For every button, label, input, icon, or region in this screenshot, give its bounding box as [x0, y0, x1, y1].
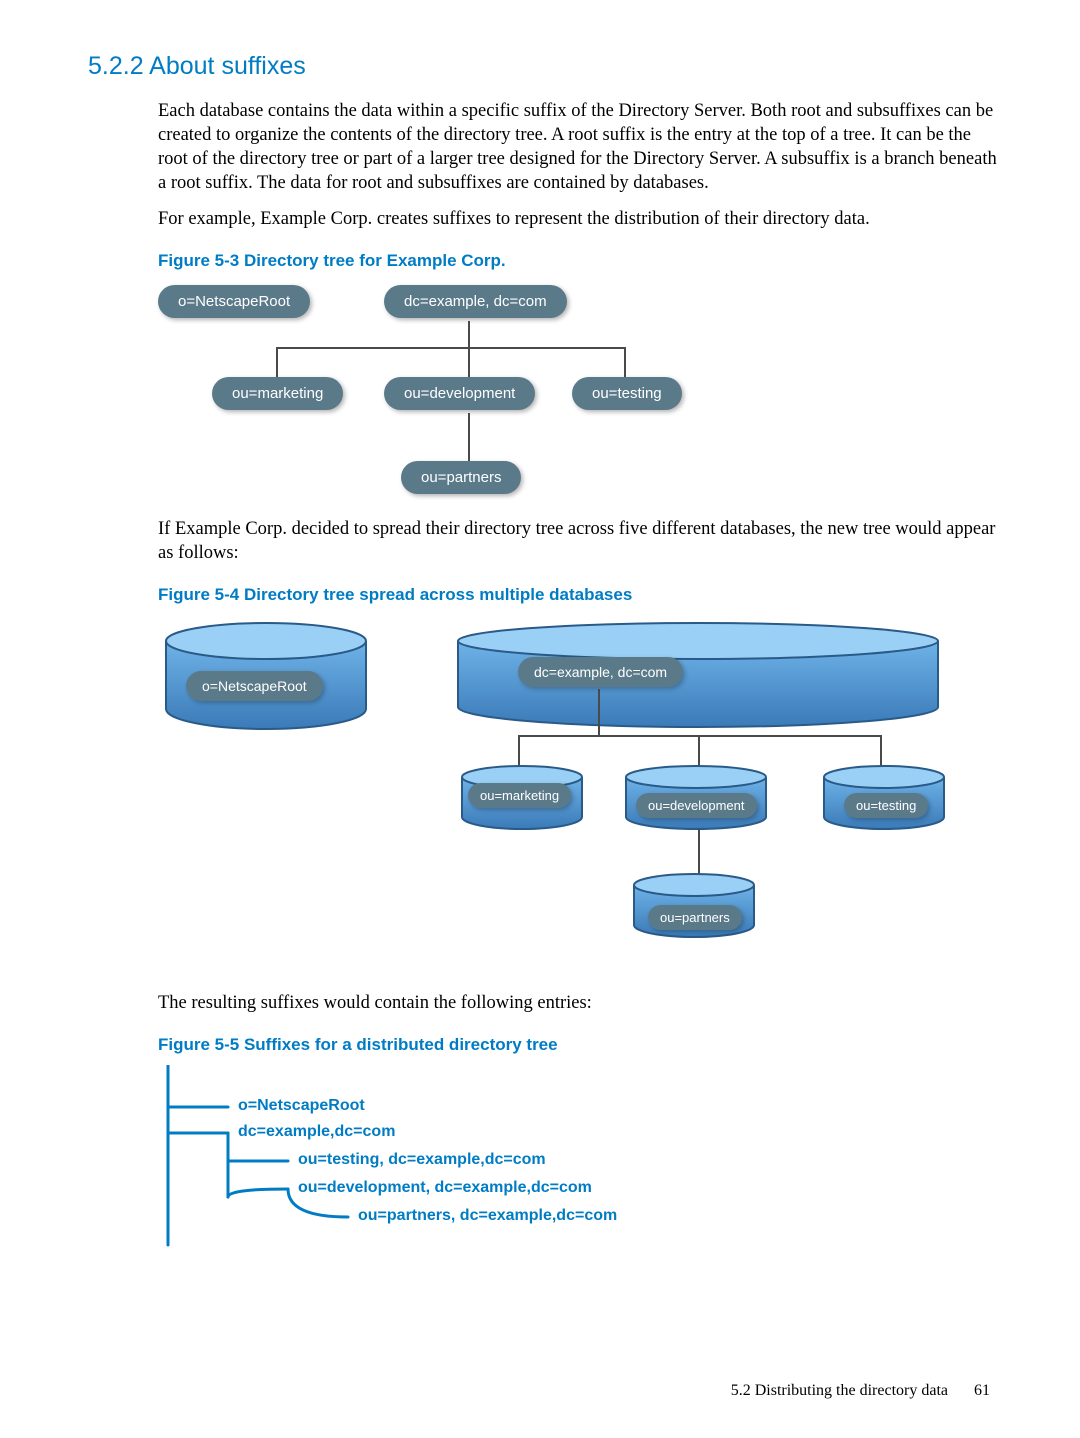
db-label-testing: ou=testing — [844, 793, 928, 818]
tree-item-3: ou=testing, dc=example,dc=com — [298, 1151, 546, 1169]
figure-5-3-caption: Figure 5-3 Directory tree for Example Co… — [158, 251, 1000, 271]
db-label-marketing: ou=marketing — [468, 783, 571, 808]
body-paragraph-4: The resulting suffixes would contain the… — [158, 991, 1000, 1015]
tree-item-4: ou=development, dc=example,dc=com — [298, 1179, 592, 1197]
tree-item-2: dc=example,dc=com — [238, 1123, 395, 1141]
node-testing: ou=testing — [572, 377, 682, 410]
body-paragraph-2: For example, Example Corp. creates suffi… — [158, 207, 1000, 231]
section-heading: 5.2.2 About suffixes — [88, 52, 1000, 81]
figure-5-4-caption: Figure 5-4 Directory tree spread across … — [158, 585, 1000, 605]
db-label-netscaperoot: o=NetscapeRoot — [186, 671, 323, 701]
tree-item-1: o=NetscapeRoot — [238, 1097, 365, 1115]
page-number: 61 — [974, 1382, 990, 1399]
db-label-development: ou=development — [636, 793, 757, 818]
page-footer: 5.2 Distributing the directory data 61 — [731, 1382, 990, 1400]
node-partners: ou=partners — [401, 461, 521, 494]
node-development: ou=development — [384, 377, 535, 410]
db-label-partners: ou=partners — [648, 905, 742, 930]
tree-item-5: ou=partners, dc=example,dc=com — [358, 1207, 617, 1225]
footer-section-text: 5.2 Distributing the directory data — [731, 1382, 948, 1399]
figure-5-5-diagram: o=NetscapeRoot dc=example,dc=com ou=test… — [158, 1065, 1000, 1265]
node-example: dc=example, dc=com — [384, 285, 567, 318]
node-netscaperoot: o=NetscapeRoot — [158, 285, 310, 318]
figure-5-4-diagram: o=NetscapeRoot dc=example, dc=com ou=mar… — [158, 615, 1000, 975]
node-marketing: ou=marketing — [212, 377, 343, 410]
figure-5-3-diagram: o=NetscapeRoot dc=example, dc=com ou=mar… — [158, 281, 1000, 501]
db-label-example: dc=example, dc=com — [518, 657, 683, 687]
figure-5-5-caption: Figure 5-5 Suffixes for a distributed di… — [158, 1035, 1000, 1055]
body-paragraph-1: Each database contains the data within a… — [158, 99, 1000, 195]
body-paragraph-3: If Example Corp. decided to spread their… — [158, 517, 1000, 565]
